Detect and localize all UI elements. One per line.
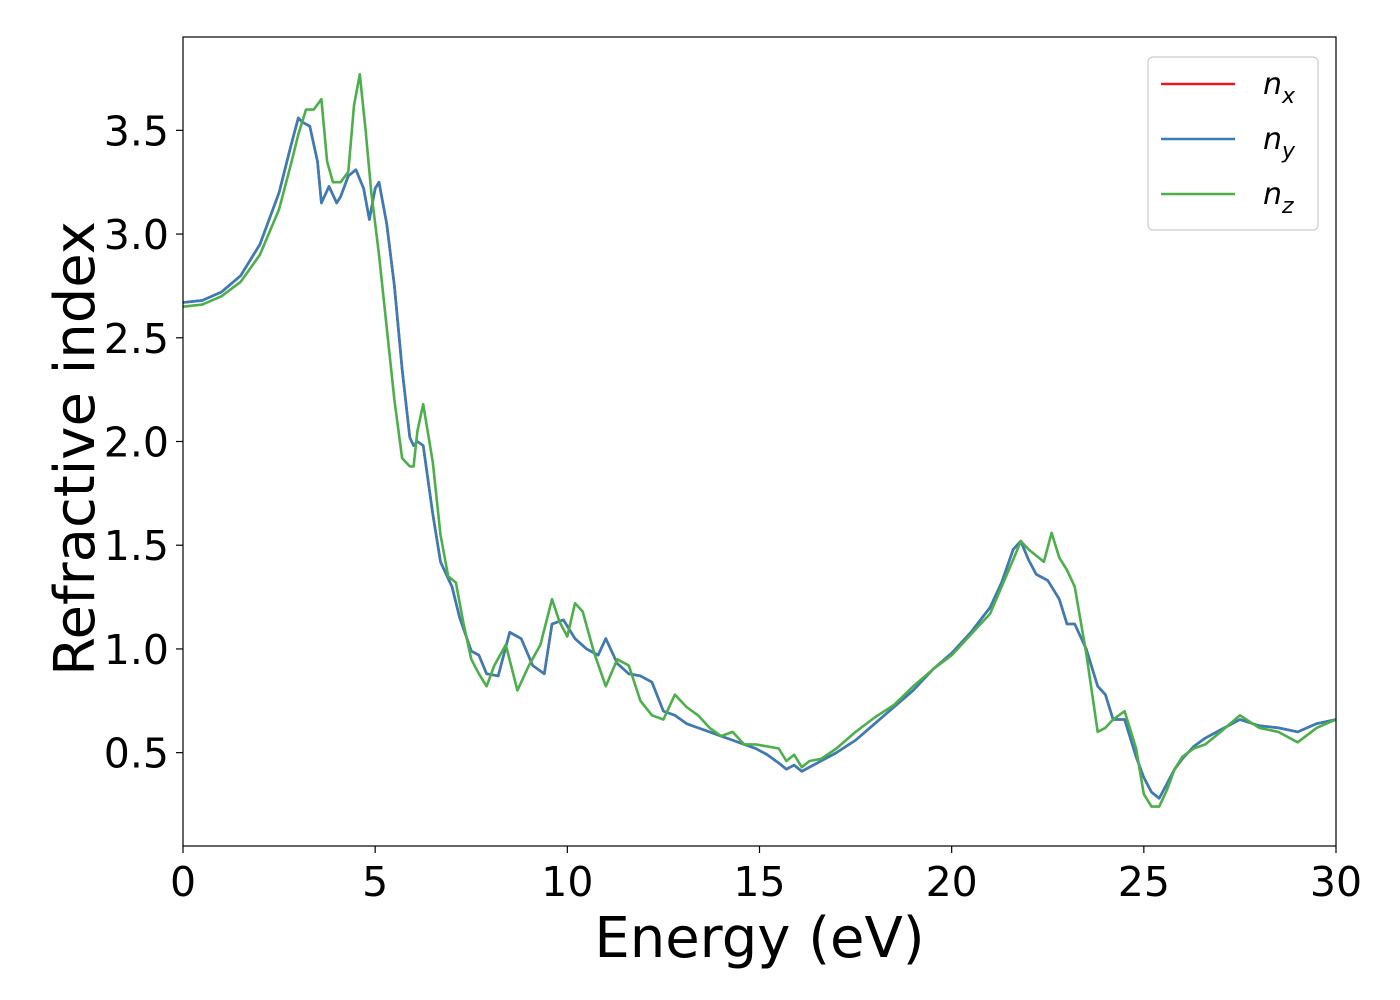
series-line-n-y [183, 116, 1336, 800]
y-axis-title: Refractive index [43, 221, 108, 676]
x-tick-label: 10 [541, 858, 593, 906]
x-tick-label: 20 [926, 858, 978, 906]
x-axis: 0 5 10 15 20 25 30 [170, 846, 1362, 906]
series-line-n-z [183, 73, 1336, 808]
x-tick-label: 15 [733, 858, 785, 906]
x-tick-label: 30 [1310, 858, 1362, 906]
y-tick-label: 3.5 [104, 107, 169, 155]
series-layer [183, 73, 1336, 808]
y-tick-label: 0.5 [104, 730, 169, 778]
legend-label-n-z: nz [1263, 177, 1294, 219]
legend-label-n-x: nx [1263, 67, 1296, 109]
y-axis: 0.5 1.0 1.5 2.0 2.5 3.0 3.5 [104, 107, 183, 778]
y-tick-label: 2.5 [104, 315, 169, 363]
legend-box [1147, 56, 1319, 231]
y-tick-label: 1.5 [104, 522, 169, 570]
y-tick-label: 1.0 [104, 626, 169, 674]
legend: nx ny nz [1147, 56, 1319, 231]
x-tick-label: 25 [1118, 858, 1170, 906]
x-tick-label: 0 [170, 858, 196, 906]
x-tick-label: 5 [362, 858, 388, 906]
y-tick-label: 2.0 [104, 419, 169, 467]
x-axis-title: Energy (eV) [594, 906, 924, 971]
y-tick-label: 3.0 [104, 211, 169, 259]
legend-label-n-y: ny [1263, 122, 1296, 164]
